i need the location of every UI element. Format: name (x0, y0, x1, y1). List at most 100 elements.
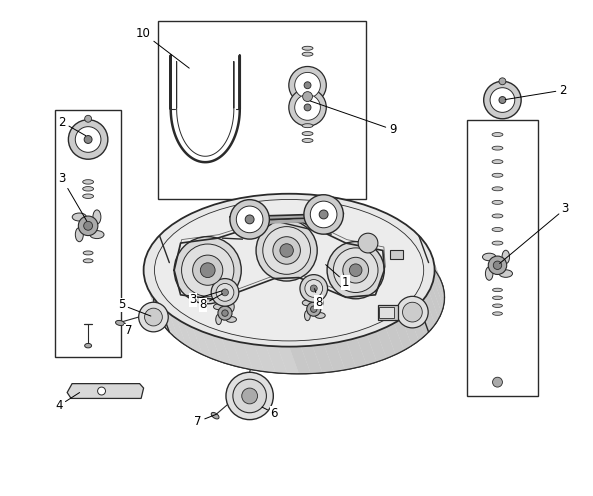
Polygon shape (176, 217, 194, 249)
Polygon shape (415, 232, 431, 264)
Polygon shape (394, 217, 412, 249)
Ellipse shape (302, 46, 313, 50)
Ellipse shape (492, 173, 503, 177)
Polygon shape (170, 313, 186, 346)
Polygon shape (211, 335, 231, 365)
Circle shape (333, 248, 378, 293)
Ellipse shape (302, 124, 313, 127)
Polygon shape (377, 327, 396, 359)
Ellipse shape (499, 270, 512, 277)
Polygon shape (357, 202, 377, 233)
Circle shape (499, 97, 506, 104)
Polygon shape (67, 383, 144, 398)
Text: 7: 7 (194, 414, 216, 428)
Circle shape (237, 206, 263, 233)
Polygon shape (193, 327, 212, 359)
Circle shape (280, 244, 294, 257)
Circle shape (273, 237, 301, 264)
Polygon shape (433, 273, 444, 307)
Text: 6: 6 (262, 407, 278, 420)
Circle shape (289, 66, 326, 104)
Ellipse shape (492, 160, 503, 164)
Circle shape (349, 264, 362, 276)
Ellipse shape (82, 194, 94, 198)
Text: 8: 8 (199, 294, 222, 311)
Circle shape (263, 227, 311, 274)
Polygon shape (289, 194, 311, 221)
Polygon shape (243, 196, 264, 225)
Ellipse shape (82, 186, 94, 191)
Polygon shape (420, 297, 435, 330)
Bar (390, 250, 403, 259)
Polygon shape (367, 331, 387, 362)
Polygon shape (266, 346, 287, 373)
Polygon shape (145, 255, 157, 288)
Polygon shape (184, 213, 202, 245)
Circle shape (490, 88, 515, 113)
Text: 7: 7 (125, 323, 133, 337)
Polygon shape (149, 243, 163, 276)
Bar (378, 305, 398, 319)
Ellipse shape (144, 194, 435, 347)
Circle shape (358, 233, 378, 253)
Ellipse shape (483, 253, 496, 261)
Polygon shape (394, 318, 412, 350)
Circle shape (85, 116, 91, 122)
Circle shape (68, 120, 108, 159)
Polygon shape (146, 249, 159, 282)
Ellipse shape (302, 131, 313, 135)
Circle shape (84, 135, 92, 143)
Circle shape (216, 284, 234, 301)
Circle shape (310, 285, 317, 292)
Polygon shape (324, 343, 345, 372)
Circle shape (78, 216, 98, 236)
Ellipse shape (155, 199, 423, 341)
Polygon shape (335, 198, 356, 227)
Polygon shape (202, 331, 221, 362)
Circle shape (304, 104, 311, 111)
Polygon shape (429, 249, 442, 282)
Polygon shape (402, 313, 419, 346)
Circle shape (230, 200, 269, 239)
Circle shape (343, 257, 369, 283)
Text: 9: 9 (310, 101, 397, 136)
Ellipse shape (93, 210, 101, 224)
Circle shape (493, 377, 502, 387)
Circle shape (218, 306, 232, 320)
Ellipse shape (502, 250, 509, 264)
Ellipse shape (154, 221, 445, 374)
Circle shape (242, 388, 257, 404)
Ellipse shape (83, 259, 93, 263)
Text: 3: 3 (500, 202, 569, 263)
Ellipse shape (493, 312, 502, 315)
Circle shape (226, 372, 273, 420)
Polygon shape (432, 255, 444, 288)
Circle shape (311, 306, 317, 312)
Ellipse shape (213, 304, 224, 310)
Polygon shape (425, 243, 439, 276)
Polygon shape (335, 341, 356, 370)
Ellipse shape (90, 231, 104, 239)
Circle shape (256, 220, 317, 281)
Polygon shape (346, 200, 366, 230)
Polygon shape (158, 303, 173, 336)
Ellipse shape (82, 180, 94, 184)
Circle shape (222, 289, 228, 296)
Polygon shape (357, 335, 377, 365)
Ellipse shape (116, 320, 125, 325)
Polygon shape (144, 261, 155, 294)
Ellipse shape (302, 138, 313, 142)
Circle shape (484, 81, 521, 119)
Polygon shape (420, 238, 435, 270)
Ellipse shape (305, 310, 310, 320)
Circle shape (139, 302, 168, 332)
Ellipse shape (492, 214, 503, 218)
Circle shape (304, 195, 343, 234)
Circle shape (488, 256, 506, 274)
Circle shape (499, 78, 506, 85)
Ellipse shape (83, 251, 93, 255)
Polygon shape (193, 209, 212, 240)
Polygon shape (211, 202, 231, 233)
Circle shape (302, 92, 313, 102)
Polygon shape (153, 297, 167, 330)
